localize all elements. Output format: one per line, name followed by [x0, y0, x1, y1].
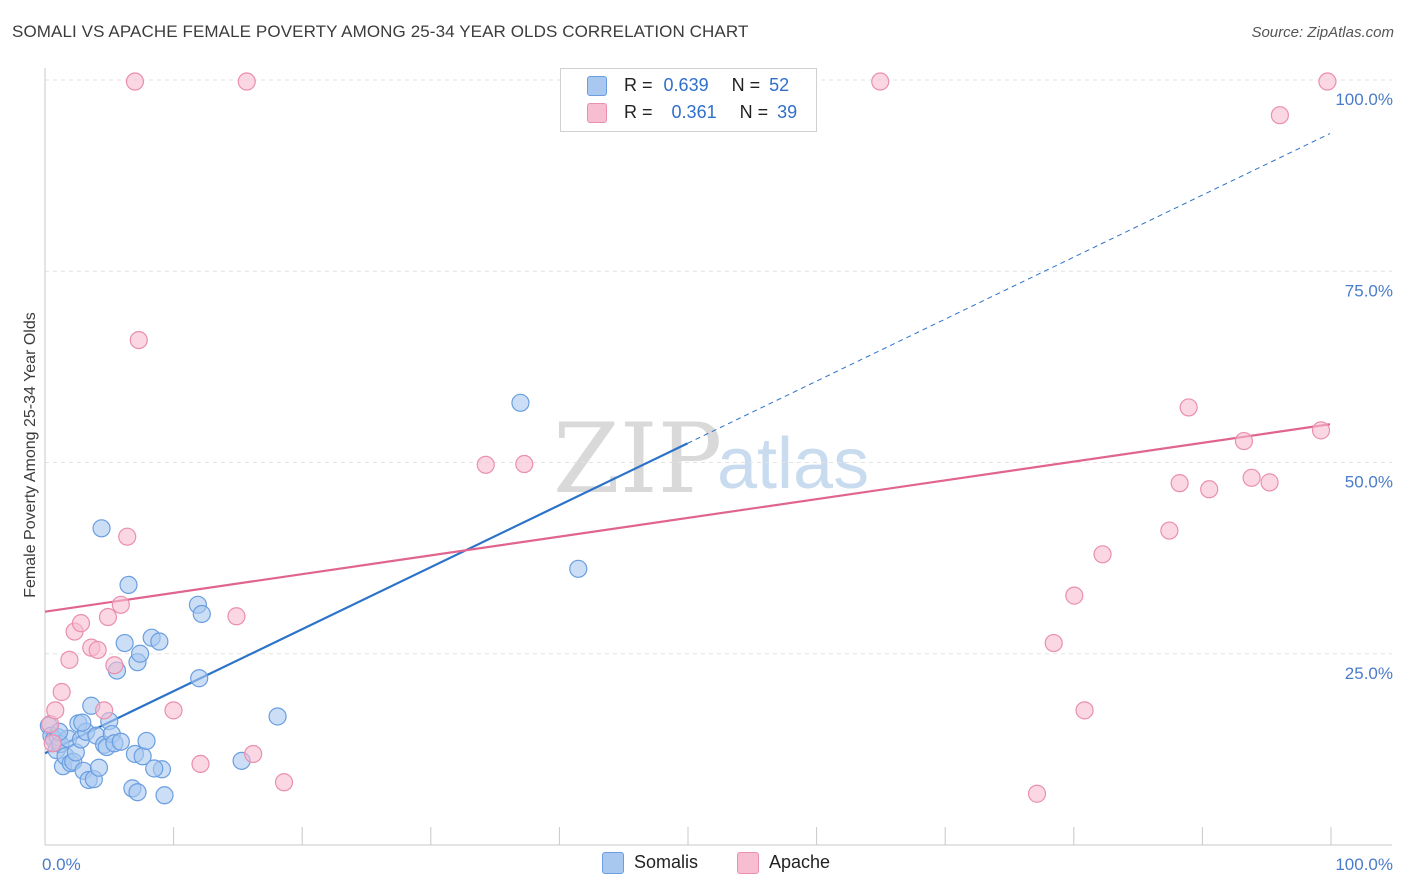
legend-row-apache: R = 0.361 N = 39: [587, 102, 797, 128]
somali-point: [130, 644, 150, 663]
somali-point: [511, 393, 530, 412]
apache-point: [274, 773, 294, 792]
apache-point: [164, 701, 183, 720]
somali-point: [89, 758, 109, 777]
apache-point: [1044, 633, 1063, 653]
source-label: Source: ZipAtlas.com: [1251, 24, 1394, 41]
x-tick-label: 100.0%: [1335, 855, 1393, 874]
somali-point: [111, 732, 130, 751]
apache-point: [98, 607, 118, 627]
apache-point: [1270, 106, 1289, 125]
apache-point: [60, 650, 79, 669]
apache-point: [1065, 586, 1084, 605]
apache-point: [111, 595, 130, 614]
apache-point: [46, 701, 65, 720]
somali-point: [137, 731, 156, 751]
apache-r-label: R =: [624, 102, 653, 122]
apache-point: [1242, 468, 1261, 487]
apache-point: [125, 72, 145, 91]
watermark-zip: ZIP: [553, 403, 722, 515]
somali-point: [145, 759, 164, 778]
apache-point: [515, 454, 534, 474]
x-tick-label: 0.0%: [42, 855, 81, 874]
apache-point: [237, 72, 256, 91]
apache-point: [105, 656, 124, 675]
somali-point: [150, 632, 169, 651]
apache-point: [52, 682, 71, 702]
watermark-atlas: atlas: [717, 424, 869, 504]
somali-point: [155, 786, 174, 805]
apache-point: [1093, 545, 1112, 564]
apache-point: [88, 640, 107, 660]
tick-labels: 25.0% 50.0% 75.0% 100.0% 0.0% 100.0%: [42, 90, 1393, 874]
stats-legend: R = 0.639 N = 52 R = 0.361 N = 39: [560, 68, 817, 132]
apache-point: [1179, 398, 1198, 417]
apache-point: [1170, 474, 1189, 493]
grid-lines: [45, 79, 1392, 655]
apache-trend-line: [44, 423, 1331, 613]
apache-point: [871, 72, 890, 91]
y-tick-label: 50.0%: [1345, 473, 1393, 492]
apache-point: [71, 614, 91, 633]
axes: [44, 68, 1392, 846]
watermark: ZIP atlas: [553, 403, 869, 515]
apache-point: [1160, 521, 1179, 540]
somali-legend-label: Somalis: [634, 852, 699, 872]
y-tick-label: 75.0%: [1345, 281, 1393, 300]
apache-legend-label: Apache: [769, 852, 831, 872]
apache-point: [95, 701, 114, 720]
somali-point: [190, 669, 209, 688]
somali-n-value: 52: [769, 75, 790, 95]
apache-point: [1075, 701, 1094, 720]
somali-legend-swatch: [602, 852, 624, 875]
apache-point: [1260, 473, 1279, 492]
apache-point: [191, 754, 210, 774]
apache-point: [476, 455, 495, 474]
apache-point: [1200, 480, 1219, 499]
somali-r-value: 0.639: [663, 75, 709, 95]
somali-point: [192, 604, 211, 624]
apache-point: [43, 734, 62, 753]
somali-trend-line: [44, 442, 688, 755]
bottom-legend-somali: Somalis: [602, 852, 699, 875]
somali-point: [268, 707, 287, 726]
trend-lines: [44, 133, 1331, 755]
somali-point: [128, 783, 147, 802]
apache-swatch: [587, 103, 607, 124]
chart-title: SOMALI VS APACHE FEMALE POVERTY AMONG 25…: [12, 22, 749, 41]
y-tick-label: 25.0%: [1345, 664, 1393, 683]
bottom-legend-apache: Apache: [737, 852, 831, 875]
apache-r-value: 0.361: [671, 102, 717, 122]
apache-point: [1318, 72, 1337, 91]
apache-point: [1234, 431, 1254, 451]
apache-n-label: N =: [739, 102, 769, 122]
apache-legend-swatch: [737, 852, 759, 875]
apache-point: [1311, 421, 1331, 440]
data-points: [39, 72, 1337, 805]
somali-point: [569, 559, 588, 578]
somali-point: [73, 713, 92, 732]
apache-point: [227, 607, 246, 626]
somali-swatch: [587, 76, 607, 97]
y-tick-label: 100.0%: [1335, 90, 1393, 109]
apache-point: [118, 527, 137, 546]
y-axis-label: Female Poverty Among 25-34 Year Olds: [22, 312, 39, 598]
somali-n-label: N =: [731, 75, 761, 95]
somali-r-label: R =: [624, 75, 653, 95]
somali-point: [92, 519, 111, 538]
apache-point: [244, 744, 263, 764]
somali-point: [115, 633, 134, 653]
apache-point: [129, 331, 148, 350]
apache-n-value: 39: [777, 102, 798, 122]
somali-trend-extension: [687, 133, 1331, 444]
apache-point: [1027, 784, 1047, 803]
legend-row-somali: R = 0.639 N = 52: [587, 75, 789, 101]
somali-point: [119, 575, 138, 595]
